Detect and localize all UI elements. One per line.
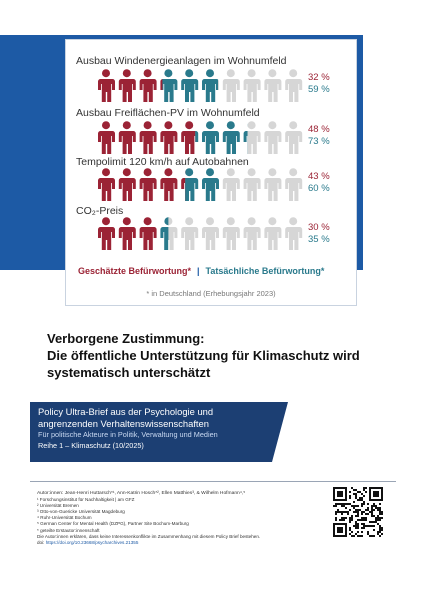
person-icon (243, 69, 261, 102)
person-icon (118, 69, 136, 102)
banner-subtitle: Für politische Akteure in Politik, Verwa… (38, 430, 218, 439)
person-icon (160, 168, 178, 201)
actual-percent-co2: 35 % (308, 234, 330, 245)
people-icons-speedlimit (98, 168, 303, 201)
banner-title-line-2: angrenzenden Verhaltenswissenschaften (38, 417, 209, 429)
affiliation-5: ⁵ German Center for Mental Health (DZPG)… (37, 521, 189, 527)
percent-speedlimit: 43 % 60 % (308, 171, 330, 195)
person-icon (264, 69, 282, 102)
estimated-percent-co2: 30 % (308, 222, 330, 233)
estimated-percent-wind: 32 % (308, 72, 330, 83)
legend-actual: Tatsächliche Befürwortung* (205, 266, 325, 276)
person-icon (202, 217, 219, 250)
legend: Geschätzte Befürwortung* | Tatsächliche Be… (78, 266, 324, 276)
affiliation-4: ⁴ Ruhr-Universität Bochum (37, 515, 92, 521)
affiliation-1: ¹ Forschungsinstitut für Nachhaltigkeit … (37, 497, 135, 503)
actual-percent-pv: 73 % (308, 136, 330, 147)
person-icon (181, 168, 199, 201)
person-icon (285, 69, 303, 102)
person-icon (222, 69, 240, 102)
headline: Verborgene Zustimmung: Die öffentliche U… (47, 330, 387, 381)
banner-title-line-1: Policy Ultra-Brief aus der Psychologie u… (38, 406, 214, 417)
author-block: Autor:innen: Jean-Henri Huttarsch*¹, Ann… (37, 491, 327, 546)
row-title-wind: Ausbau Windenergieanlagen im Wohnumfeld (76, 55, 287, 67)
actual-percent-wind: 59 % (308, 84, 330, 95)
estimated-percent-pv: 48 % (308, 124, 330, 135)
person-icon (222, 168, 240, 201)
person-icon (139, 168, 157, 201)
row-title-speedlimit: Tempolimit 120 km/h auf Autobahnen (76, 156, 249, 168)
person-icon (139, 121, 157, 154)
people-icons-wind (98, 69, 303, 102)
doi-link[interactable]: https://doi.org/10.23668/psycharchives.2… (45, 539, 139, 545)
banner-arrow-tip (272, 402, 288, 462)
row-title-co2: CO₂-Preis (76, 205, 124, 217)
person-icon (285, 121, 303, 154)
doi-line: doi: https://doi.org/10.23668/psycharchi… (37, 540, 327, 546)
legend-estimated: Geschätzte Befürwortung* (78, 266, 192, 276)
policy-brief-banner: Policy Ultra-Brief aus der Psychologie u… (30, 402, 272, 462)
person-icon (264, 121, 282, 154)
row-title-pv: Ausbau Freiflächen-PV im Wohnumfeld (76, 107, 260, 119)
person-icon (98, 217, 115, 250)
qr-code-icon[interactable] (333, 487, 383, 537)
person-icon (98, 121, 115, 154)
affiliation-3: ³ Otto-von-Guericke Universität Magdebur… (37, 509, 125, 515)
person-icon (181, 217, 199, 250)
affiliation-2: ² Universität Bremen (37, 503, 79, 509)
person-icon (139, 217, 157, 250)
estimated-percent-speedlimit: 43 % (308, 171, 330, 182)
person-icon (118, 121, 136, 154)
percent-co2: 30 % 35 % (308, 222, 330, 246)
person-icon (222, 121, 240, 154)
person-icon (243, 168, 261, 201)
conflict-statement: Die Autor:innen erklären, dass keine Int… (37, 533, 261, 539)
person-icon (285, 217, 303, 250)
people-icons-pv (98, 121, 303, 154)
person-icon (202, 121, 219, 154)
banner-series: Reihe 1 – Klimaschutz (10/2025) (38, 441, 144, 450)
actual-percent-speedlimit: 60 % (308, 183, 330, 194)
infographic-card: Ausbau Windenergieanlagen im Wohnumfeld … (66, 40, 356, 305)
headline-line-1: Verborgene Zustimmung: (47, 331, 205, 346)
doi-prefix: doi: (37, 539, 46, 545)
headline-line-2: Die öffentliche Unterstützung für Klimas… (47, 348, 360, 363)
person-icon (160, 121, 178, 154)
person-icon (160, 217, 178, 250)
chart-footnote: * in Deutschland (Erhebungsjahr 2023) (146, 289, 276, 298)
legend-separator: | (197, 266, 200, 276)
person-icon (202, 69, 219, 102)
shared-authorship-note: * geteilte Erstautor:innenschaft (37, 527, 100, 533)
person-icon (98, 168, 115, 201)
person-icon (202, 168, 219, 201)
percent-wind: 32 % 59 % (308, 72, 330, 96)
person-icon (243, 121, 261, 154)
person-icon (181, 69, 199, 102)
headline-line-3: systematisch unterschätzt (47, 365, 211, 380)
person-icon (98, 69, 115, 102)
person-icon (139, 69, 157, 102)
person-icon (222, 217, 240, 250)
person-icon (264, 168, 282, 201)
person-icon (264, 217, 282, 250)
person-icon (243, 217, 261, 250)
person-icon (118, 168, 136, 201)
divider-line (30, 481, 396, 482)
percent-pv: 48 % 73 % (308, 124, 330, 148)
person-icon (285, 168, 303, 201)
people-icons-co2 (98, 217, 303, 250)
person-icon (118, 217, 136, 250)
person-icon (160, 69, 178, 102)
author-names: Autor:innen: Jean-Henri Huttarsch*¹, Ann… (37, 491, 246, 496)
person-icon (181, 121, 199, 154)
